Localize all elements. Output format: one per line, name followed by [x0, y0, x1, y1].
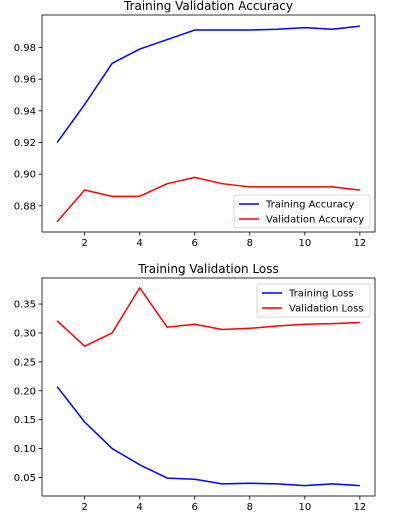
y-tick-label: 0.98	[14, 43, 36, 54]
y-tick-label: 0.96	[14, 75, 36, 86]
x-tick-label: 8	[247, 238, 253, 249]
y-tick-label: 0.15	[14, 415, 36, 426]
y-tick-label: 0.25	[14, 357, 36, 368]
legend: Training Loss Validation Loss	[256, 283, 371, 318]
y-tick-label: 0.92	[14, 138, 36, 149]
series-line-1	[56, 386, 360, 487]
chart-1: Training Validation Accuracy 2 4 6 8 10 12 0.88…	[14, 0, 376, 249]
x-tick-label: 12	[353, 238, 366, 249]
y-tick-label: 0.94	[14, 106, 36, 117]
x-tick-label: 4	[137, 238, 143, 249]
x-tick-label: 10	[298, 502, 311, 513]
x-tick-label: 6	[192, 502, 198, 513]
y-tick-label: 0.88	[14, 201, 36, 212]
y-tick-label: 0.20	[14, 386, 36, 397]
chart-2: Training Validation Loss 2 4 6 8 10 12 0.05 0.10…	[14, 262, 376, 513]
chart-title: Training Validation Accuracy	[123, 0, 293, 13]
x-tick-label: 2	[81, 502, 87, 513]
y-tick-label: 0.35	[14, 300, 36, 311]
plot-frame	[41, 277, 376, 497]
series-line-2	[56, 176, 360, 223]
x-tick-label: 4	[137, 502, 143, 513]
chart-title: Training Validation Loss	[137, 262, 279, 276]
x-tick-label: 12	[353, 502, 366, 513]
legend-box	[256, 283, 371, 318]
x-tick-label: 2	[81, 238, 87, 249]
legend-label: Training Accuracy	[265, 200, 354, 211]
series-line-1	[56, 25, 360, 143]
legend-label: Validation Loss	[289, 304, 364, 315]
legend-label: Validation Accuracy	[266, 215, 364, 226]
y-tick-label: 0.05	[14, 473, 36, 484]
x-tick-label: 8	[247, 502, 253, 513]
series-line-2	[56, 287, 360, 347]
y-tick-label: 0.30	[14, 328, 36, 339]
legend: Training Accuracy Validation Accuracy	[233, 194, 371, 229]
legend-label: Training Loss	[288, 289, 354, 300]
x-tick-label: 10	[298, 238, 311, 249]
y-tick-label: 0.90	[14, 170, 36, 181]
y-tick-label: 0.10	[14, 444, 36, 455]
plot-frame	[41, 14, 376, 233]
legend-box	[233, 194, 371, 229]
x-tick-label: 6	[192, 238, 198, 249]
